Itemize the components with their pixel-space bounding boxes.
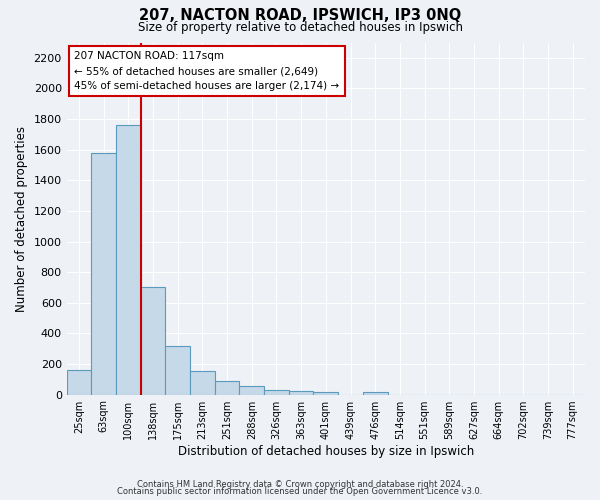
- Bar: [141, 288, 166, 395]
- Bar: [264, 390, 289, 394]
- Bar: [91, 152, 116, 394]
- Bar: [363, 392, 388, 394]
- Bar: [116, 125, 141, 394]
- Y-axis label: Number of detached properties: Number of detached properties: [15, 126, 28, 312]
- Bar: [215, 381, 239, 394]
- Text: Contains HM Land Registry data © Crown copyright and database right 2024.: Contains HM Land Registry data © Crown c…: [137, 480, 463, 489]
- Bar: [190, 371, 215, 394]
- Text: Contains public sector information licensed under the Open Government Licence v3: Contains public sector information licen…: [118, 488, 482, 496]
- Bar: [166, 346, 190, 395]
- Bar: [289, 391, 313, 394]
- Bar: [67, 370, 91, 394]
- Bar: [239, 386, 264, 394]
- Bar: [313, 392, 338, 394]
- Text: Size of property relative to detached houses in Ipswich: Size of property relative to detached ho…: [137, 21, 463, 34]
- Text: 207, NACTON ROAD, IPSWICH, IP3 0NQ: 207, NACTON ROAD, IPSWICH, IP3 0NQ: [139, 8, 461, 22]
- Text: 207 NACTON ROAD: 117sqm
← 55% of detached houses are smaller (2,649)
45% of semi: 207 NACTON ROAD: 117sqm ← 55% of detache…: [74, 52, 340, 91]
- X-axis label: Distribution of detached houses by size in Ipswich: Distribution of detached houses by size …: [178, 444, 474, 458]
